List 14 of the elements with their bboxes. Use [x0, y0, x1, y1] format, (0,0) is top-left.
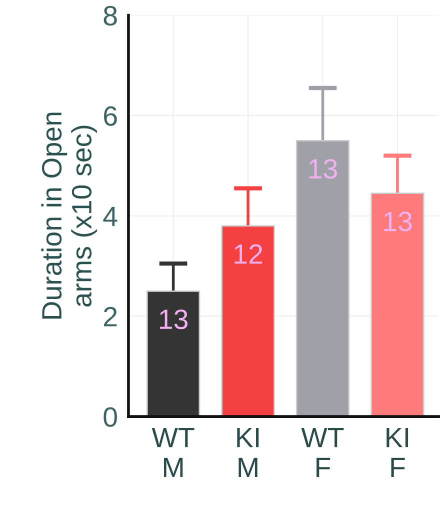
x-tick-label: WT M	[152, 428, 194, 478]
annotation: 13	[309, 158, 337, 179]
annotation: 13	[384, 212, 412, 232]
annotation: 12	[234, 244, 262, 264]
y-axis-title: Duration in Open arms (x10 sec)	[41, 112, 98, 319]
x-tick-label: KI M	[237, 428, 259, 478]
y-tick-label: 6	[104, 106, 117, 126]
y-tick-label: 2	[104, 306, 117, 326]
x-tick-label: WT F	[301, 428, 344, 478]
y-tick-label: 0	[104, 407, 117, 427]
annotation: 13	[160, 309, 188, 330]
y-tick-label: 4	[103, 206, 118, 226]
x-tick-label: KI F	[386, 428, 408, 478]
y-tick-label: 8	[104, 6, 117, 26]
